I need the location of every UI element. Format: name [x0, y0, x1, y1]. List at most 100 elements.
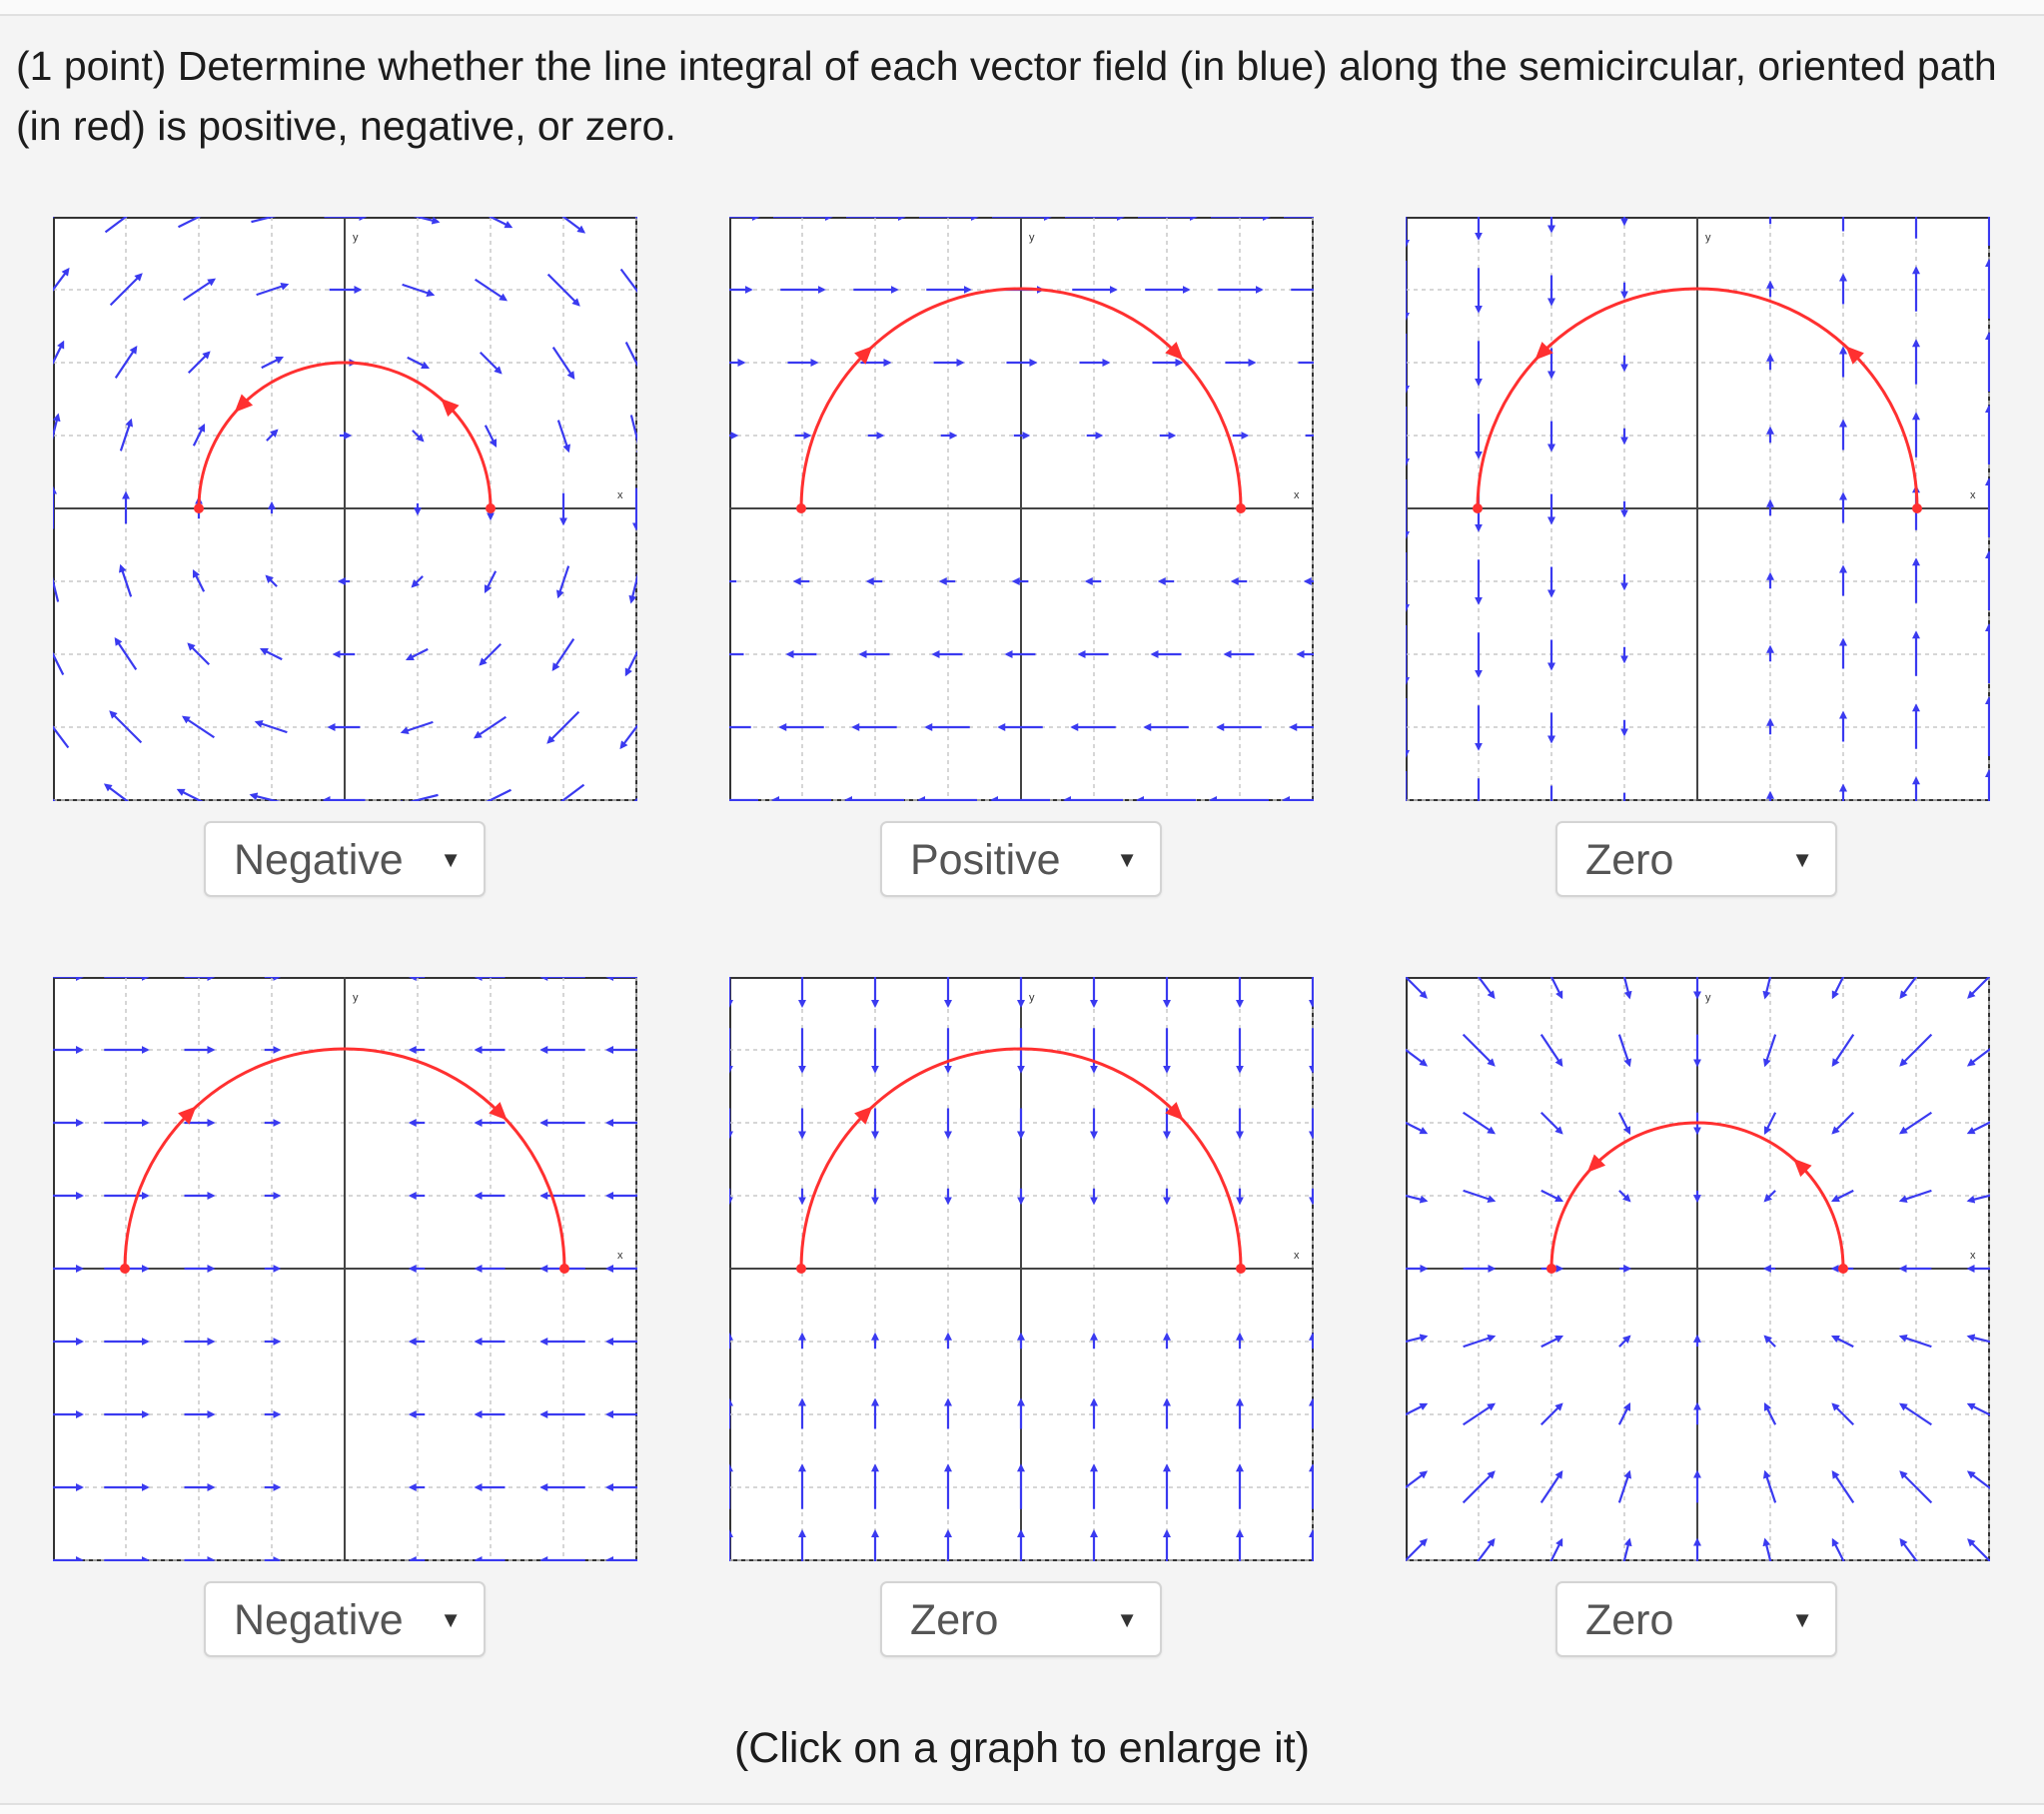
- vector-arrow: [1899, 1470, 1933, 1504]
- vector-arrow: [1477, 977, 1496, 1000]
- semicircle-path: [1549, 1121, 1845, 1270]
- vector-arrow: [546, 273, 580, 307]
- vector-arrow: [1539, 1469, 1563, 1503]
- semicircle-path: [799, 1047, 1243, 1270]
- vector-arrow: [473, 715, 507, 739]
- vector-arrow: [53, 651, 65, 675]
- bottom-border: [0, 1803, 2044, 1814]
- path-direction-arrow: [489, 1102, 508, 1121]
- vector-arrow: [551, 347, 575, 381]
- vector-arrow: [1463, 1334, 1497, 1349]
- vector-arrow: [1406, 977, 1428, 999]
- x-axis-label: x: [1970, 1250, 1976, 1262]
- semicircle-path: [123, 1047, 566, 1270]
- vector-arrow: [484, 425, 498, 449]
- graph-svg-4: xy: [53, 977, 637, 1561]
- caret-down-icon: ▼: [1791, 847, 1813, 872]
- vector-arrow: [1831, 1469, 1855, 1503]
- answer-select-value-5: Zero: [910, 1596, 999, 1644]
- path-end-dot: [1473, 503, 1483, 513]
- vector-arrow: [259, 647, 283, 661]
- y-axis-label: y: [1705, 232, 1711, 244]
- caret-down-icon: ▼: [1116, 1607, 1138, 1632]
- vector-arrow: [1762, 1469, 1777, 1503]
- vector-arrow: [1540, 1335, 1564, 1349]
- vector-arrow: [556, 420, 571, 454]
- vector-arrow: [1540, 1189, 1564, 1203]
- semicircle-path: [197, 361, 493, 509]
- vector-arrow: [633, 797, 637, 801]
- vector-arrow: [1406, 1194, 1429, 1204]
- path-direction-arrow: [854, 1106, 873, 1125]
- vector-arrow: [251, 217, 295, 224]
- vector-arrow: [1618, 1190, 1631, 1203]
- path-direction-arrow: [441, 398, 460, 418]
- vector-arrow: [1831, 1034, 1855, 1068]
- vector-arrow: [178, 217, 202, 229]
- answer-select-value-3: Zero: [1585, 836, 1674, 884]
- path-direction-arrow: [1165, 342, 1184, 361]
- vector-arrow: [1830, 1189, 1854, 1203]
- vector-arrow: [1618, 1335, 1631, 1348]
- vector-arrow: [1830, 1335, 1854, 1349]
- vector-arrow: [1406, 1402, 1429, 1416]
- vector-arrow: [266, 429, 279, 442]
- vector-arrow: [1463, 1189, 1497, 1204]
- vector-arrow: [1966, 1047, 1990, 1067]
- vector-arrow: [555, 565, 570, 599]
- footer-note: (Click on a graph to enlarge it): [733, 1724, 1310, 1772]
- vector-arrow: [192, 423, 206, 447]
- vector-arrow: [1831, 977, 1845, 1000]
- vector-arrow: [1967, 977, 1990, 999]
- vector-arrow: [1539, 1111, 1563, 1135]
- vector-arrow: [1549, 1537, 1563, 1561]
- answer-select-value-6: Zero: [1585, 1596, 1674, 1644]
- vector-arrow: [1539, 1034, 1563, 1068]
- vector-arrow: [1406, 1334, 1429, 1344]
- vector-arrow: [1898, 1334, 1932, 1349]
- vector-arrow: [628, 572, 637, 604]
- path-end-dot: [1546, 1264, 1556, 1274]
- vector-arrow: [265, 574, 278, 587]
- x-axis-label: x: [1970, 489, 1976, 501]
- vector-arrow: [1763, 1190, 1776, 1203]
- vector-arrow: [1617, 1469, 1632, 1503]
- vector-arrow: [1762, 1537, 1772, 1561]
- vector-arrow: [254, 719, 288, 734]
- vector-arrow: [187, 351, 211, 375]
- answer-select-2[interactable]: Positive ▼: [880, 821, 1162, 897]
- vector-arrow: [1406, 1048, 1429, 1067]
- answer-select-4[interactable]: Negative ▼: [204, 1581, 486, 1657]
- vector-arrow: [1763, 1401, 1777, 1425]
- vector-arrow: [1966, 1121, 1990, 1135]
- vector-arrow: [114, 345, 138, 379]
- vector-arrow: [1622, 977, 1632, 1000]
- answer-select-value-1: Negative: [234, 836, 404, 884]
- answer-select-5[interactable]: Zero ▼: [880, 1581, 1162, 1657]
- path-direction-arrow: [1534, 342, 1553, 361]
- x-axis-label: x: [617, 489, 623, 501]
- path-start-dot: [1838, 1264, 1848, 1274]
- graph-svg-1: xy: [53, 217, 637, 801]
- vector-arrow: [551, 638, 575, 672]
- path-end-dot: [1236, 503, 1246, 513]
- answer-select-3[interactable]: Zero ▼: [1555, 821, 1837, 897]
- problem-statement: (1 point) Determine whether the line int…: [16, 43, 1997, 149]
- answer-select-1[interactable]: Negative ▼: [204, 821, 486, 897]
- vector-arrow: [1763, 1335, 1776, 1348]
- caret-down-icon: ▼: [1116, 847, 1138, 872]
- graph-svg-2: xy: [729, 217, 1314, 801]
- vector-arrow: [53, 267, 70, 292]
- answer-select-6[interactable]: Zero ▼: [1555, 1581, 1837, 1657]
- path-start-dot: [796, 1264, 806, 1274]
- vector-arrow: [411, 575, 424, 588]
- path-end-dot: [194, 503, 204, 513]
- caret-down-icon: ▼: [1791, 1607, 1813, 1632]
- vector-arrow: [1899, 977, 1918, 1000]
